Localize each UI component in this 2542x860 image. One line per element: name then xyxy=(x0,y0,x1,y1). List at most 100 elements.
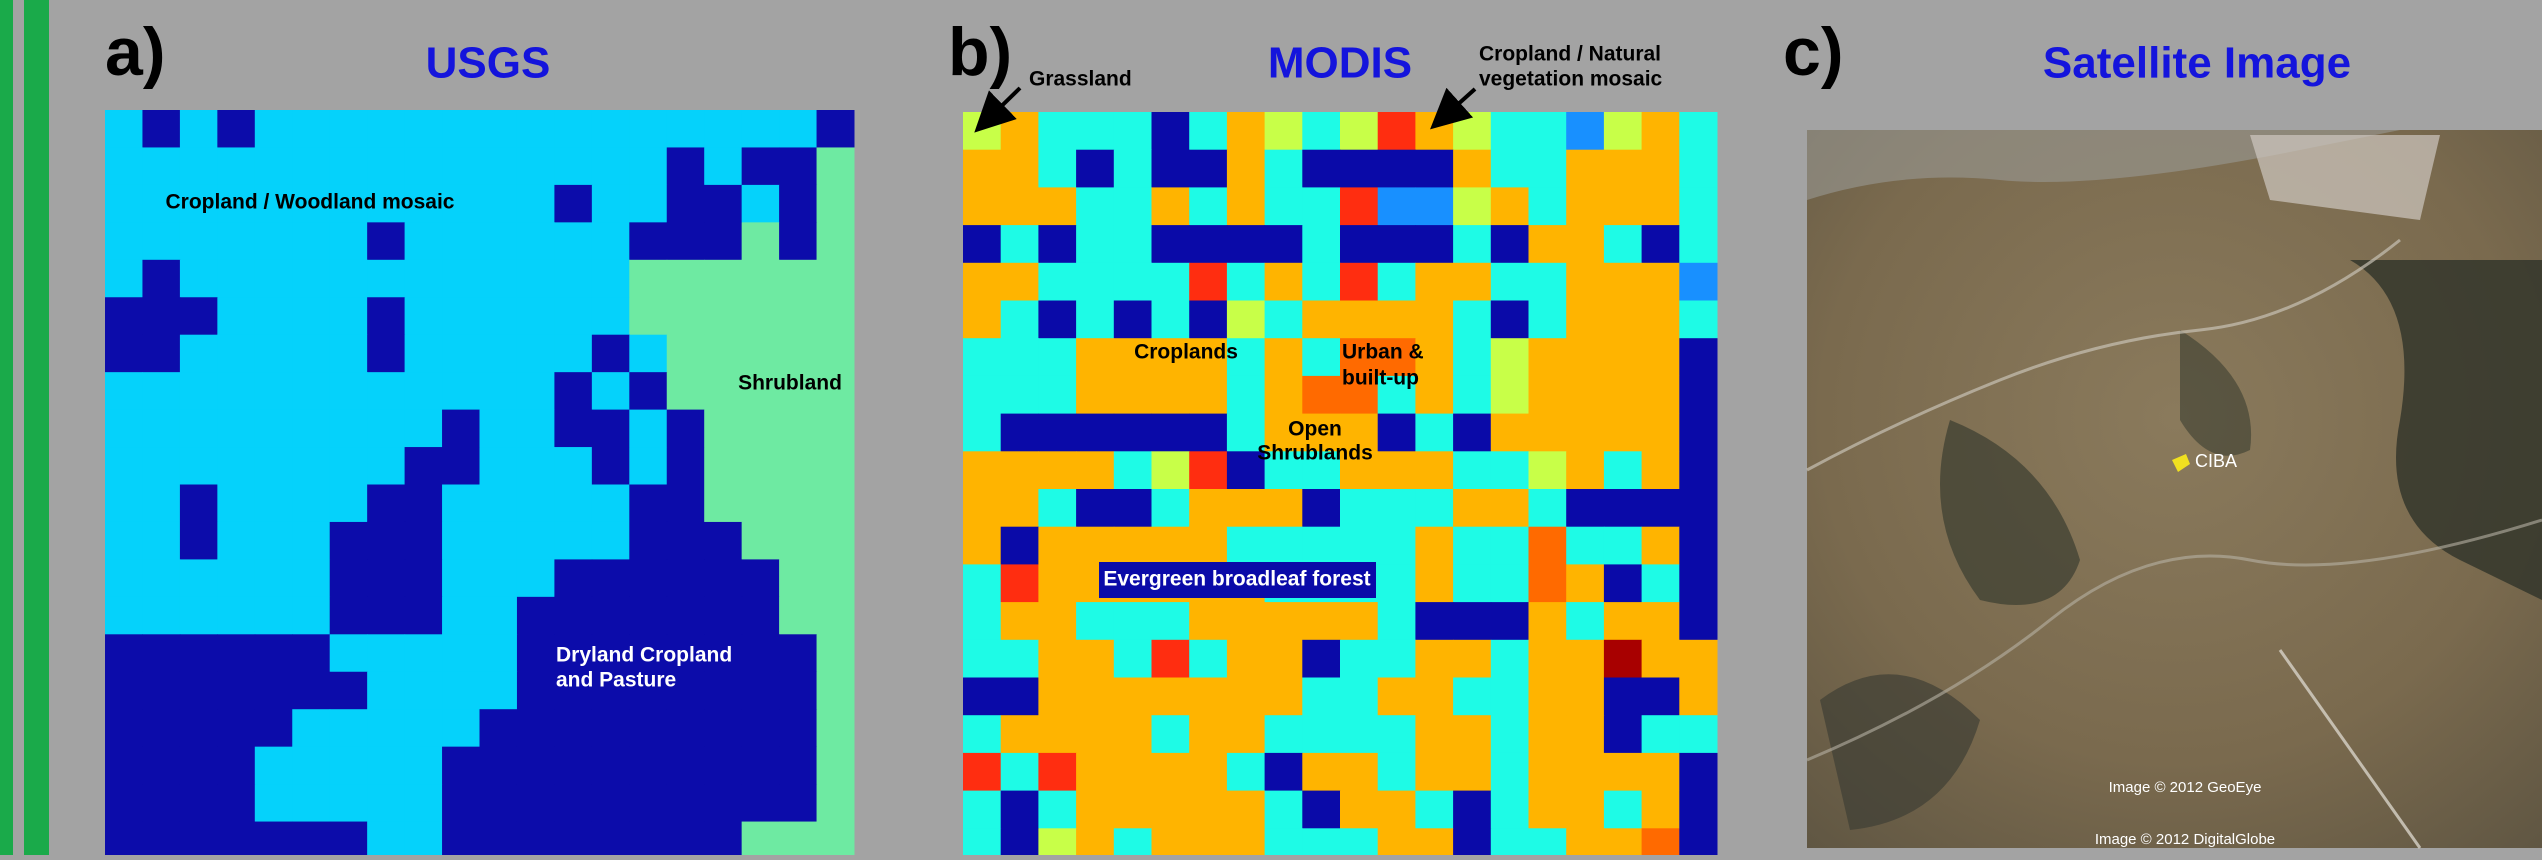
map-cell xyxy=(592,597,630,635)
map-cell xyxy=(1642,376,1680,414)
map-cell xyxy=(817,597,855,635)
map-cell xyxy=(255,709,293,747)
map-cell xyxy=(1038,112,1076,150)
map-cell xyxy=(142,485,180,523)
map-cell xyxy=(963,564,1001,602)
map-cell xyxy=(1189,150,1227,188)
map-cell xyxy=(180,410,218,448)
map-cell xyxy=(1038,263,1076,301)
map-cell xyxy=(1415,187,1453,225)
map-cell xyxy=(817,822,855,855)
map-cell xyxy=(1038,451,1076,489)
map-cell xyxy=(330,747,368,785)
map-cell xyxy=(180,822,218,855)
map-cell xyxy=(480,597,518,635)
map-cell xyxy=(180,709,218,747)
map-cell xyxy=(517,522,555,560)
map-cell xyxy=(1529,640,1567,678)
map-cell xyxy=(105,597,143,635)
map-cell xyxy=(517,634,555,672)
map-cell xyxy=(480,784,518,822)
map-cell xyxy=(442,222,480,260)
map-cell xyxy=(1038,640,1076,678)
map-cell xyxy=(1566,112,1604,150)
map-cell xyxy=(105,485,143,523)
map-cell xyxy=(1642,451,1680,489)
map-cell xyxy=(1038,753,1076,791)
map-cell xyxy=(1453,301,1491,339)
map-cell xyxy=(817,485,855,523)
map-cell xyxy=(367,447,405,485)
map-cell xyxy=(1076,678,1114,716)
map-cell xyxy=(1265,112,1303,150)
map-cell xyxy=(1415,753,1453,791)
map-cell xyxy=(1302,791,1340,829)
map-cell xyxy=(1604,489,1642,527)
map-cell xyxy=(1491,451,1529,489)
map-cell xyxy=(1114,225,1152,263)
map-cell xyxy=(1415,301,1453,339)
map-cell xyxy=(592,522,630,560)
map-cell xyxy=(292,297,330,335)
map-cell xyxy=(704,672,742,710)
map-cell xyxy=(1491,564,1529,602)
map-cell xyxy=(1642,112,1680,150)
map-cell xyxy=(629,147,667,185)
map-cell xyxy=(442,672,480,710)
map-cell xyxy=(517,672,555,710)
map-cell xyxy=(592,447,630,485)
map-cell xyxy=(142,709,180,747)
map-cell xyxy=(105,335,143,373)
map-cell xyxy=(1340,791,1378,829)
map-cell xyxy=(963,602,1001,640)
map-cell xyxy=(1415,564,1453,602)
map-cell xyxy=(330,485,368,523)
map-cell xyxy=(1038,150,1076,188)
map-cell xyxy=(742,597,780,635)
map-cell xyxy=(105,672,143,710)
map-cell xyxy=(817,709,855,747)
map-cell xyxy=(1038,678,1076,716)
map-cell xyxy=(292,559,330,597)
map-cell xyxy=(442,485,480,523)
map-cell xyxy=(1415,678,1453,716)
map-cell xyxy=(330,597,368,635)
map-cell xyxy=(1076,828,1114,855)
map-cell xyxy=(217,784,255,822)
map-cell xyxy=(963,338,1001,376)
map-cell xyxy=(292,634,330,672)
map-cell xyxy=(405,709,443,747)
map-cell xyxy=(1152,753,1190,791)
map-cell xyxy=(667,410,705,448)
map-cell xyxy=(1453,414,1491,452)
map-cell xyxy=(1076,376,1114,414)
map-cell xyxy=(742,522,780,560)
map-cell xyxy=(1378,828,1416,855)
map-cell xyxy=(255,372,293,410)
map-cell xyxy=(1189,451,1227,489)
map-cell xyxy=(1491,602,1529,640)
map-cell xyxy=(779,634,817,672)
map-cell xyxy=(1529,225,1567,263)
map-cell xyxy=(1227,640,1265,678)
map-cell xyxy=(217,260,255,298)
map-cell xyxy=(367,410,405,448)
map-cell xyxy=(1114,602,1152,640)
map-cell xyxy=(779,597,817,635)
map-cell xyxy=(1529,263,1567,301)
map-cell xyxy=(330,447,368,485)
map-cell xyxy=(142,634,180,672)
map-cell xyxy=(1378,753,1416,791)
map-cell xyxy=(255,335,293,373)
map-cell xyxy=(1001,602,1039,640)
map-cell xyxy=(1415,225,1453,263)
map-cell xyxy=(1340,187,1378,225)
map-cell xyxy=(217,559,255,597)
map-cell xyxy=(629,822,667,855)
map-cell xyxy=(405,410,443,448)
map-cell xyxy=(1076,791,1114,829)
annotation: Shrubland xyxy=(738,372,842,395)
map-cell xyxy=(217,447,255,485)
map-cell xyxy=(1114,187,1152,225)
map-cell xyxy=(817,634,855,672)
